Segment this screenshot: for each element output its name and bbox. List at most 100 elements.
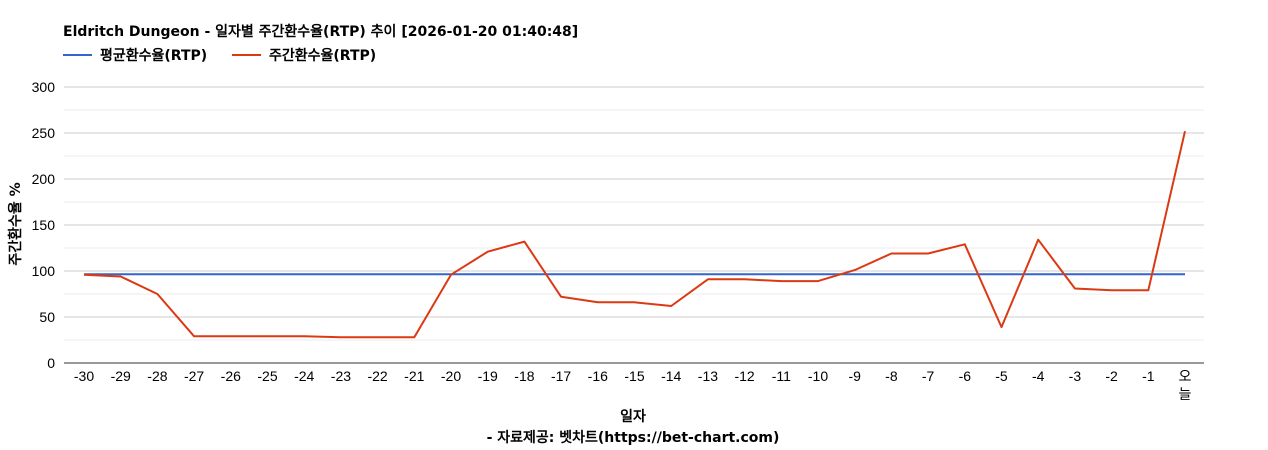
point-weekly[interactable] — [156, 293, 158, 295]
point-weekly[interactable] — [780, 280, 782, 282]
point-average[interactable] — [487, 273, 489, 275]
point-weekly[interactable] — [83, 274, 85, 276]
point-weekly[interactable] — [340, 336, 342, 338]
x-tick-label: -17 — [551, 368, 571, 384]
gridlines — [64, 86, 1204, 341]
x-tick-label: -9 — [848, 368, 861, 384]
y-tick-label: 50 — [39, 309, 55, 325]
x-tick-label: -13 — [698, 368, 718, 384]
x-tick-label: -5 — [995, 368, 1008, 384]
point-average[interactable] — [1074, 273, 1076, 275]
point-weekly[interactable] — [413, 336, 415, 338]
point-average[interactable] — [560, 273, 562, 275]
source-credit: - 자료제공: 벳차트(https://bet-chart.com) — [487, 429, 780, 446]
x-tick-label: -10 — [808, 368, 828, 384]
y-tick-label: 200 — [32, 171, 56, 187]
x-tick-label: -3 — [1069, 368, 1082, 384]
point-average[interactable] — [377, 273, 379, 275]
point-average[interactable] — [156, 273, 158, 275]
x-axis-title: 일자 — [620, 409, 646, 425]
point-average[interactable] — [854, 273, 856, 275]
x-tick-label: -29 — [111, 368, 131, 384]
point-average[interactable] — [1001, 273, 1003, 275]
x-tick-label: -6 — [959, 368, 972, 384]
legend-label-average: 평균환수율(RTP) — [100, 47, 207, 64]
point-weekly[interactable] — [267, 335, 269, 337]
point-weekly[interactable] — [670, 305, 672, 307]
point-average[interactable] — [1147, 273, 1149, 275]
point-weekly[interactable] — [890, 253, 892, 255]
point-weekly[interactable] — [487, 251, 489, 253]
y-tick-label: 100 — [32, 263, 56, 279]
series-line-weekly[interactable] — [83, 130, 1186, 339]
x-tick-label: -14 — [661, 368, 681, 384]
point-weekly[interactable] — [450, 274, 452, 276]
x-tick-label: -15 — [624, 368, 644, 384]
chart-title: Eldritch Dungeon - 일자별 주간환수율(RTP) 추이 [20… — [63, 23, 578, 40]
x-tick-label: -30 — [74, 368, 94, 384]
legend-item-weekly[interactable]: 주간환수율(RTP) — [232, 47, 376, 64]
point-weekly[interactable] — [634, 301, 636, 303]
point-average[interactable] — [780, 273, 782, 275]
point-average[interactable] — [707, 273, 709, 275]
point-weekly[interactable] — [964, 243, 966, 245]
point-weekly[interactable] — [560, 296, 562, 298]
point-weekly[interactable] — [303, 335, 305, 337]
x-tick-label: -20 — [441, 368, 461, 384]
point-average[interactable] — [634, 273, 636, 275]
point-average[interactable] — [964, 273, 966, 275]
point-average[interactable] — [303, 273, 305, 275]
point-average[interactable] — [1111, 273, 1113, 275]
point-weekly[interactable] — [1184, 130, 1186, 132]
point-average[interactable] — [597, 273, 599, 275]
y-axis-ticks: 0 50 100 150 200 250 300 — [32, 79, 56, 371]
x-tick-label: -1 — [1142, 368, 1155, 384]
point-average[interactable] — [927, 273, 929, 275]
x-tick-label: -25 — [257, 368, 277, 384]
series — [83, 130, 1186, 339]
point-average[interactable] — [1184, 273, 1186, 275]
point-average[interactable] — [120, 273, 122, 275]
point-average[interactable] — [744, 273, 746, 275]
point-weekly[interactable] — [817, 280, 819, 282]
x-tick-label: -16 — [588, 368, 608, 384]
point-weekly[interactable] — [1074, 287, 1076, 289]
point-weekly[interactable] — [854, 269, 856, 271]
point-average[interactable] — [193, 273, 195, 275]
x-tick-label: -4 — [1032, 368, 1045, 384]
point-average[interactable] — [413, 273, 415, 275]
point-average[interactable] — [890, 273, 892, 275]
y-axis-title: 주간환수율 % — [7, 182, 24, 265]
point-weekly[interactable] — [927, 253, 929, 255]
point-weekly[interactable] — [707, 278, 709, 280]
point-weekly[interactable] — [597, 301, 599, 303]
x-tick-label: -21 — [404, 368, 424, 384]
point-weekly[interactable] — [377, 336, 379, 338]
point-weekly[interactable] — [1111, 289, 1113, 291]
point-average[interactable] — [670, 273, 672, 275]
point-average[interactable] — [230, 273, 232, 275]
x-tick-label: -2 — [1105, 368, 1118, 384]
y-tick-label: 150 — [32, 217, 56, 233]
x-tick-label: -11 — [772, 368, 791, 384]
point-weekly[interactable] — [120, 276, 122, 278]
point-average[interactable] — [267, 273, 269, 275]
point-weekly[interactable] — [523, 241, 525, 243]
point-weekly[interactable] — [744, 278, 746, 280]
point-average[interactable] — [1037, 273, 1039, 275]
point-average[interactable] — [340, 273, 342, 275]
x-axis-ticks: -30 -29 -28 -27 -26 -25 -24 -23 -22 -21 -20 -19 -18 -… — [74, 368, 1192, 402]
point-weekly[interactable] — [193, 335, 195, 337]
x-tick-label: -23 — [331, 368, 351, 384]
point-average[interactable] — [523, 273, 525, 275]
point-average[interactable] — [817, 273, 819, 275]
legend-label-weekly: 주간환수율(RTP) — [269, 47, 376, 64]
point-weekly[interactable] — [1001, 326, 1003, 328]
point-weekly[interactable] — [230, 335, 232, 337]
point-weekly[interactable] — [1037, 239, 1039, 241]
x-tick-label: -26 — [221, 368, 241, 384]
legend-item-average[interactable]: 평균환수율(RTP) — [63, 47, 207, 64]
x-tick-label: -27 — [184, 368, 204, 384]
point-weekly[interactable] — [1147, 289, 1149, 291]
